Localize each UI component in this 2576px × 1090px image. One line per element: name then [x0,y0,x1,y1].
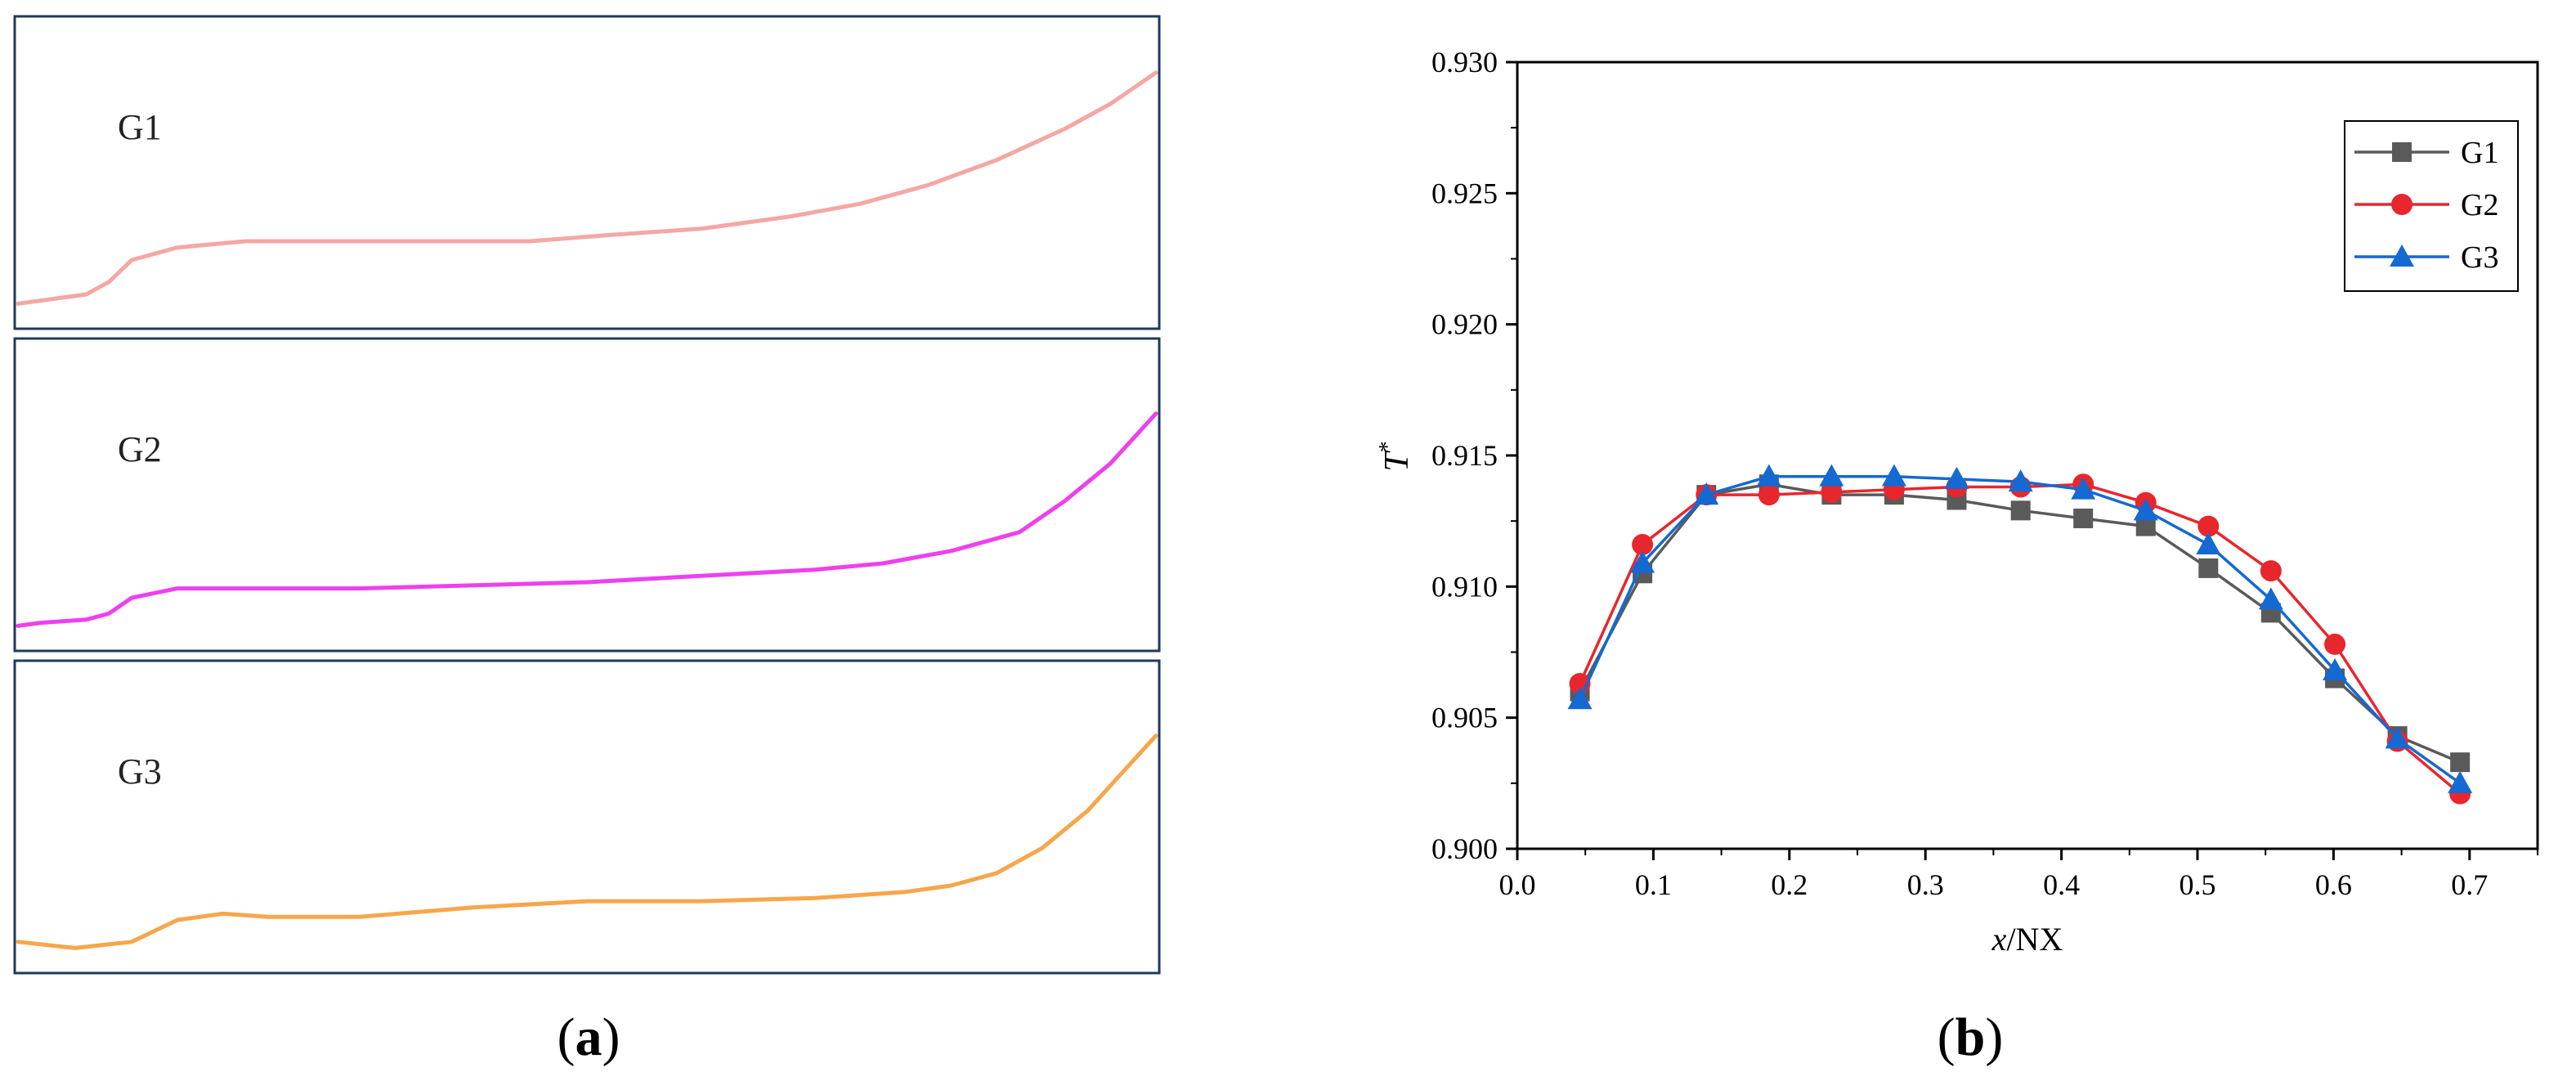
x-tick-label: 0.5 [2180,868,2216,901]
panel-a-box-frame [13,659,1161,975]
panel-a-box-g1: G1 [13,15,1161,330]
y-tick-label: 0.915 [1431,439,1498,472]
data-point-g3 [2196,532,2221,555]
line-chart: 0.0 0.1 0.2 0.3 0.4 0.5 0.6 0.7 0.900 0.905 0.910 0… [1431,46,2539,901]
panel-a-box-frame [13,337,1161,653]
x-tick-label: 0.6 [2315,868,2352,901]
legend-marker-g3 [2390,244,2414,267]
x-tick-label: 0.2 [1771,868,1808,901]
panel-a-box-frame [13,15,1161,330]
legend-label-g3: G3 [2461,240,2498,275]
data-point-g2 [2260,560,2282,582]
panel-a-box-label: G3 [118,751,162,792]
panel-a-curve-g1 [16,70,1158,306]
data-point-g3 [1819,464,1844,487]
data-point-g3 [1630,550,1655,573]
data-point-g3 [2133,498,2158,521]
data-point-g2 [2324,633,2346,655]
data-point-g3 [2323,657,2348,680]
y-tick-label: 0.900 [1431,832,1498,865]
panel-a-box-g2: G2 [13,337,1161,653]
x-axis-label: x/NX [1991,921,2063,958]
data-point-g3 [2258,587,2283,610]
data-point-g3 [1944,466,1969,489]
x-axis-label-rest: /NX [2006,921,2063,958]
x-axis-label-italic: x [1991,921,2007,958]
data-point-g3 [1567,687,1593,710]
data-point-g2 [1758,484,1780,506]
data-point-g3 [2008,469,2033,492]
legend-marker-g1 [2392,142,2412,162]
legend-label-g1: G1 [2461,136,2498,170]
panel-a-caption: (a) [558,1007,620,1067]
data-point-g3 [2448,770,2473,793]
data-point-g2 [1632,534,1654,556]
data-point-g2 [1821,481,1843,503]
panel-b-letter: b [1956,1007,1986,1067]
data-point-g3 [1756,464,1781,487]
x-tick-label: 0.1 [1635,868,1672,901]
series-line-g3 [1578,474,2462,785]
series-line-g1 [1578,482,2461,764]
y-axis-label-main: T [1378,451,1416,472]
data-point-g3 [1694,482,1719,505]
panel-a-letter: a [576,1007,603,1067]
y-tick-label: 0.930 [1431,46,1498,78]
data-point-g3 [2385,726,2410,749]
y-tick-label: 0.905 [1431,702,1498,734]
panel-a-curve-g2 [16,411,1158,628]
y-tick-label: 0.910 [1431,570,1498,603]
panel-a-box-label: G2 [118,429,162,469]
panel-a-curve-g3 [16,733,1158,950]
y-tick-label: 0.920 [1431,308,1498,341]
panel-b-caption: (b) [1938,1007,2004,1067]
x-tick-label: 0.0 [1499,868,1536,901]
legend-marker-g2 [2391,194,2412,215]
legend: G1 G2 G3 [2344,120,2519,292]
series-g3 [1567,464,2473,793]
panel-a-box-label: G1 [118,107,162,147]
data-point-g3 [2071,477,2096,500]
panel-b: 0.0 0.1 0.2 0.3 0.4 0.5 0.6 0.7 0.900 0.905 0.910 0… [1375,46,2539,1067]
y-axis-label: T* [1375,441,1416,471]
legend-box [2344,120,2519,292]
panel-a-box-g3: G3 [13,659,1161,975]
series-g1 [1570,474,2471,773]
x-tick-label: 0.4 [2043,868,2080,901]
data-point-g1 [2010,500,2031,521]
y-axis-label-sup: * [1375,441,1400,452]
x-tick-label: 0.3 [1907,868,1944,901]
legend-label-g2: G2 [2461,188,2498,222]
x-tick-label: 0.7 [2451,868,2488,901]
data-point-g3 [1881,464,1906,487]
panel-a: G1 G2 G3 (a) [13,15,1161,1067]
data-point-g2 [2197,515,2220,537]
data-point-g1 [2073,508,2094,528]
data-point-g1 [2450,752,2471,773]
series-g2 [1569,473,2471,805]
data-point-g1 [2198,558,2219,578]
y-tick-label: 0.925 [1431,177,1498,209]
